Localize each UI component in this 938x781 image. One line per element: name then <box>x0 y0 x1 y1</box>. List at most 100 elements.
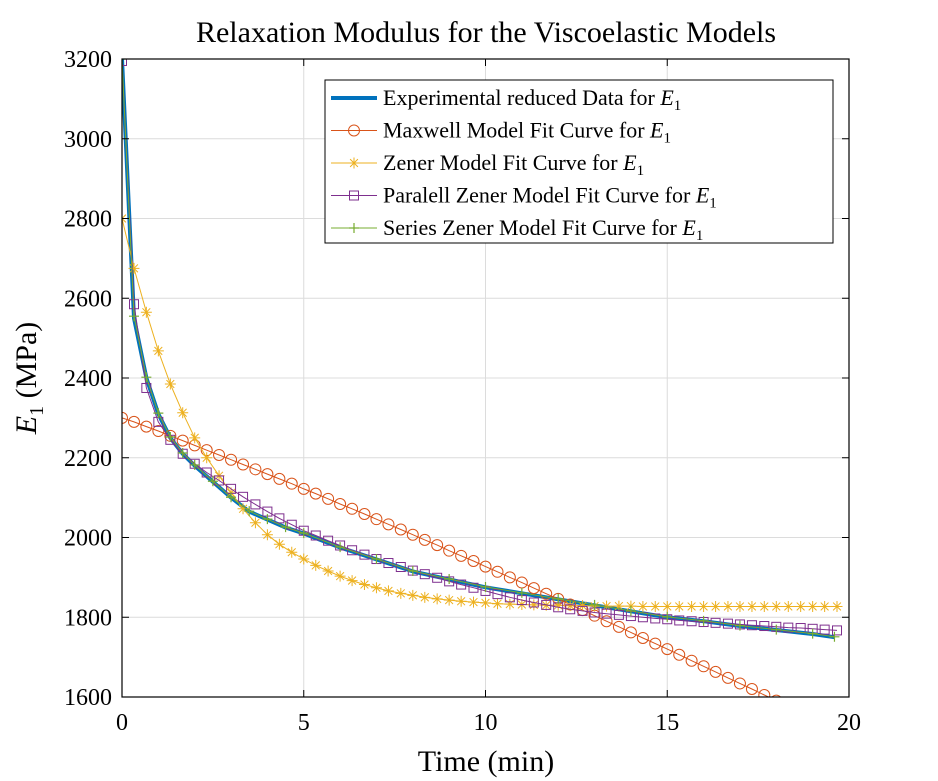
data-point-zener <box>746 600 758 612</box>
legend-label-experimental: Experimental reduced Data for E1 <box>383 85 681 114</box>
data-point-maxwell <box>273 472 286 485</box>
data-point-series <box>244 506 255 517</box>
x-tick-label: 0 <box>116 710 128 736</box>
data-point-series <box>207 476 218 487</box>
data-point-maxwell <box>249 463 262 476</box>
data-point-series <box>516 587 527 598</box>
data-point-zener <box>698 600 710 612</box>
data-point-zener <box>770 600 782 612</box>
y-tick-label: 2800 <box>64 207 112 233</box>
data-point-maxwell <box>309 487 322 500</box>
data-point-paralell <box>541 599 552 610</box>
data-point-zener <box>564 600 576 612</box>
data-point-maxwell <box>600 615 613 628</box>
series-maxwell <box>122 411 782 697</box>
data-point-zener <box>710 600 722 612</box>
axis-ticks: 0 5 10 15 20 1600 1800 2000 2200 2400 2600 2800 3000… <box>64 47 861 736</box>
data-point-zener <box>480 597 491 609</box>
data-point-zener <box>431 593 443 605</box>
data-point-zener <box>807 600 819 612</box>
data-point-zener <box>637 600 649 612</box>
data-point-series <box>807 628 818 639</box>
data-point-paralell <box>674 615 685 626</box>
data-point-series <box>335 542 346 553</box>
data-point-paralell <box>504 592 515 603</box>
data-point-maxwell <box>406 528 419 541</box>
data-point-zener <box>249 517 261 529</box>
data-point-maxwell <box>127 415 140 428</box>
data-point-maxwell <box>649 637 662 650</box>
data-point-series <box>298 528 309 539</box>
data-point-maxwell <box>685 654 698 667</box>
legend-marker-maxwell <box>348 124 360 137</box>
legend: Experimental reduced Data for E1 Maxwell … <box>324 79 834 244</box>
data-point-zener <box>128 262 140 274</box>
y-tick-label: 2600 <box>64 286 112 312</box>
data-point-series <box>734 620 745 631</box>
data-point-zener <box>164 378 176 390</box>
data-point-maxwell <box>176 434 189 447</box>
y-axis-label-var: E <box>10 416 43 435</box>
data-point-maxwell <box>636 631 649 644</box>
data-point-maxwell <box>322 492 335 505</box>
data-point-paralell <box>201 467 212 478</box>
data-point-maxwell <box>334 498 347 511</box>
data-point-maxwell <box>297 482 310 495</box>
data-point-paralell <box>456 579 467 590</box>
data-point-series <box>625 605 636 616</box>
data-point-zener <box>528 599 540 611</box>
x-axis-label: Time (min) <box>418 745 554 778</box>
y-tick-label: 3000 <box>64 127 112 153</box>
data-point-series <box>189 459 200 470</box>
data-point-paralell <box>141 382 152 393</box>
data-point-maxwell <box>733 677 746 690</box>
data-point-series <box>407 565 418 576</box>
data-point-zener <box>722 600 734 612</box>
data-point-zener <box>673 600 685 612</box>
data-point-paralell <box>238 491 249 502</box>
data-point-maxwell <box>346 502 359 515</box>
series-line-series <box>122 59 835 638</box>
data-point-zener <box>758 600 770 612</box>
data-point-maxwell <box>721 671 734 684</box>
data-point-paralell <box>250 499 261 510</box>
data-point-maxwell <box>467 555 480 568</box>
data-point-maxwell <box>503 571 516 584</box>
data-point-maxwell <box>431 539 444 552</box>
data-point-maxwell <box>491 565 504 578</box>
data-point-series <box>829 631 840 642</box>
data-point-series <box>226 492 237 503</box>
data-point-zener <box>346 575 358 587</box>
legend-label-zener: Zener Model Fit Curve for E1 <box>383 150 644 179</box>
data-point-maxwell <box>527 582 540 595</box>
data-point-maxwell <box>225 453 238 466</box>
data-point-zener <box>177 407 189 419</box>
data-point-series <box>444 573 455 584</box>
data-point-zener <box>273 538 285 550</box>
data-point-paralell <box>601 608 612 619</box>
data-point-zener <box>395 587 407 599</box>
data-point-zener <box>310 559 322 571</box>
data-point-series <box>262 514 273 525</box>
data-point-paralell <box>468 582 479 593</box>
data-point-zener <box>468 596 480 608</box>
data-point-zener <box>358 579 370 591</box>
data-point-zener <box>455 595 467 607</box>
data-point-maxwell <box>370 513 383 526</box>
data-point-maxwell <box>771 694 782 697</box>
data-point-zener <box>649 600 661 612</box>
y-tick-label: 2400 <box>64 366 112 392</box>
x-tick-label: 10 <box>474 710 498 736</box>
legend-marker-series <box>349 223 359 233</box>
x-tick-label: 15 <box>655 710 679 736</box>
y-axis-label-sub: 1 <box>26 406 48 416</box>
data-point-zener <box>443 594 455 606</box>
data-point-zener <box>370 582 382 594</box>
legend-label-maxwell: Maxwell Model Fit Curve for E1 <box>383 118 671 147</box>
legend-label-series: Series Zener Model Fit Curve for E1 <box>383 215 703 244</box>
data-point-maxwell <box>382 518 395 531</box>
data-point-zener <box>382 585 394 597</box>
data-point-paralell <box>347 545 358 556</box>
data-point-zener <box>419 591 431 603</box>
